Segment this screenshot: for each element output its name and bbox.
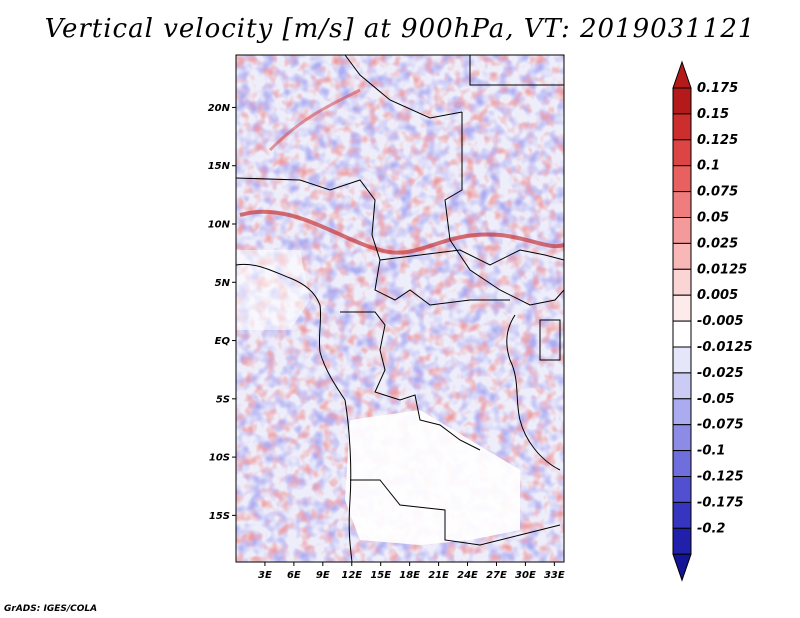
ascent-band bbox=[239, 209, 564, 255]
colorbar-label: 0.05 bbox=[697, 211, 729, 226]
lat-tick-label: 5S bbox=[216, 394, 230, 405]
colorbar-swatch bbox=[672, 450, 692, 478]
lon-tick-label: 30E bbox=[515, 570, 536, 581]
colorbar-top-arrow bbox=[672, 60, 692, 89]
lon-tick-label: 18E bbox=[399, 570, 420, 581]
colorbar-swatch bbox=[672, 294, 692, 322]
colorbar-label: 0.1 bbox=[697, 159, 720, 174]
colorbar-swatch bbox=[672, 346, 692, 374]
lat-tick-label: 10S bbox=[209, 453, 230, 464]
colorbar-label: 0.15 bbox=[697, 107, 729, 122]
lat-tick-label: 15S bbox=[209, 511, 230, 522]
latitude-axis: 20N 15N 10N 5N EQ 5S 10S 15S bbox=[208, 103, 236, 522]
colorbar-label: -0.2 bbox=[697, 521, 725, 536]
lon-tick-label: 15E bbox=[370, 570, 391, 581]
colorbar-label: -0.125 bbox=[697, 470, 744, 485]
colorbar-swatch bbox=[672, 165, 692, 193]
lon-tick-label: 3E bbox=[258, 570, 272, 581]
coastlines-borders bbox=[236, 55, 564, 562]
colorbar-swatch bbox=[672, 501, 692, 529]
colorbar-swatch bbox=[672, 372, 692, 400]
colorbar-label: 0.0125 bbox=[697, 262, 747, 277]
colorbar-swatch bbox=[672, 139, 692, 167]
colorbar-label: -0.075 bbox=[697, 418, 744, 433]
lon-tick-label: 6E bbox=[287, 570, 301, 581]
map-frame bbox=[235, 54, 565, 563]
ascent-band bbox=[268, 88, 361, 152]
longitude-axis: 3E 6E 9E 12E 15E 18E 21E 24E 27E 30E 33E bbox=[258, 562, 565, 581]
colorbar-swatch bbox=[672, 217, 692, 244]
colorbar-swatch bbox=[672, 87, 692, 115]
colorbar-swatch bbox=[672, 113, 692, 141]
lat-tick-label: 20N bbox=[208, 103, 231, 114]
lon-tick-label: 33E bbox=[544, 570, 565, 581]
colorbar-label: 0.175 bbox=[697, 81, 738, 96]
colorbar-label: -0.0125 bbox=[697, 340, 753, 355]
colorbar-swatch bbox=[672, 191, 692, 219]
map-field bbox=[236, 55, 564, 562]
colorbar-swatch bbox=[672, 527, 692, 555]
lat-tick-label: 5N bbox=[215, 278, 231, 289]
colorbar: 0.175 0.15 0.125 0.1 0.075 0.05 0.025 0.0125 0.0… bbox=[672, 60, 753, 582]
colorbar-label: -0.05 bbox=[697, 392, 734, 407]
lon-tick-label: 24E bbox=[457, 570, 478, 581]
colorbar-label: 0.075 bbox=[697, 185, 738, 200]
colorbar-swatch bbox=[672, 476, 692, 503]
credit-label: GrADS: IGES/COLA bbox=[4, 604, 98, 614]
colorbar-bottom-arrow bbox=[672, 553, 692, 582]
colorbar-label: -0.175 bbox=[697, 495, 744, 510]
colorbar-label: -0.005 bbox=[697, 314, 744, 329]
colorbar-label: -0.025 bbox=[697, 366, 744, 381]
lon-tick-label: 9E bbox=[316, 570, 330, 581]
colorbar-swatch bbox=[672, 242, 692, 270]
quiet-region bbox=[345, 410, 520, 545]
colorbar-swatch bbox=[672, 268, 692, 296]
quiet-region-gulf bbox=[236, 250, 310, 330]
lat-tick-label: 15N bbox=[208, 161, 231, 172]
chart-title: Vertical velocity [m/s] at 900hPa, VT: 2… bbox=[44, 14, 756, 44]
colorbar-label: -0.1 bbox=[697, 444, 725, 459]
lon-tick-label: 12E bbox=[341, 570, 362, 581]
colorbar-label: 0.005 bbox=[697, 288, 738, 303]
lat-tick-label: 10N bbox=[208, 220, 231, 231]
colorbar-swatch bbox=[672, 424, 692, 452]
lat-tick-label: EQ bbox=[215, 336, 231, 347]
lon-tick-label: 27E bbox=[486, 570, 507, 581]
colorbar-label: 0.025 bbox=[697, 236, 738, 251]
lon-tick-label: 21E bbox=[428, 570, 449, 581]
colorbar-label: 0.125 bbox=[697, 133, 738, 148]
colorbar-swatch bbox=[672, 320, 692, 348]
colorbar-swatch bbox=[672, 398, 692, 426]
